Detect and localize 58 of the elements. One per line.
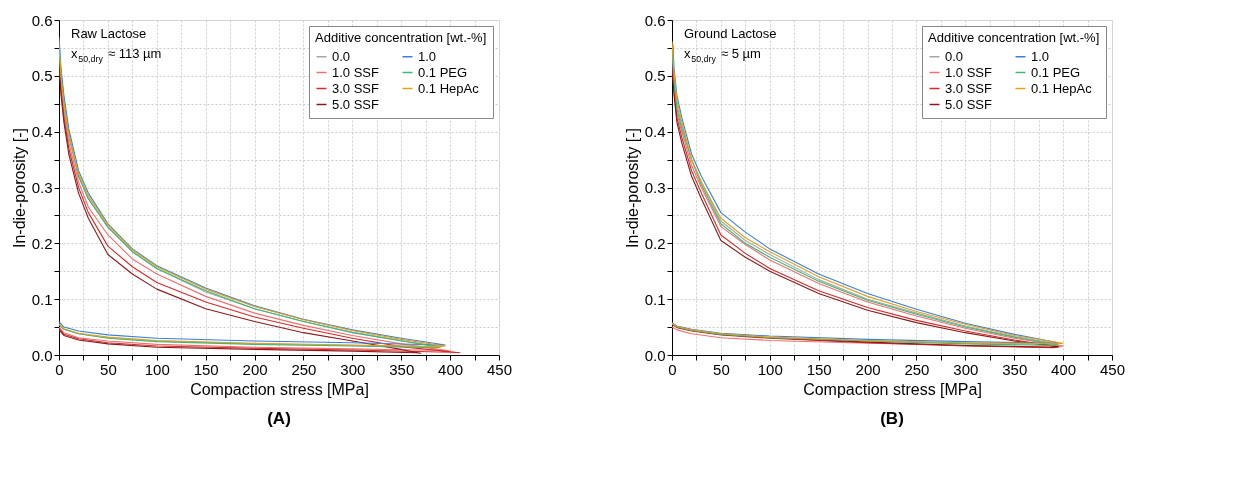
y-tick-label: 0.1 — [644, 290, 666, 308]
legend-label: 0.1 PEG — [418, 64, 468, 80]
y-axis-title: In-die-porosity [-] — [10, 127, 28, 249]
x-tick-label: 300 — [953, 360, 979, 378]
legend-title: Additive concentration [wt.-%] — [315, 30, 487, 45]
x-tick-label: 100 — [144, 360, 170, 378]
legend-label: 0.1 PEG — [1031, 64, 1081, 80]
x-tick-label: 350 — [1002, 360, 1028, 378]
x-tick-label: 50 — [713, 360, 730, 378]
x-tick-label: 150 — [806, 360, 832, 378]
x-tick-label: 150 — [193, 360, 219, 378]
x-tick-label: 200 — [242, 360, 268, 378]
legend-label: 5.0 SSF — [332, 96, 380, 112]
y-tick-label: 0.0 — [31, 346, 53, 364]
y-tick-label: 0.1 — [31, 290, 53, 308]
x-tick-label: 300 — [340, 360, 366, 378]
y-tick-label: 0.4 — [31, 123, 53, 141]
x-tick-label: 0 — [668, 360, 677, 378]
y-tick-label: 0.5 — [31, 67, 53, 85]
x-tick-label: 450 — [1099, 360, 1126, 378]
y-tick-label: 0.2 — [31, 234, 53, 252]
x-axis-title: Compaction stress [MPa] — [190, 380, 369, 398]
y-tick-label: 0.2 — [644, 234, 666, 252]
x-axis-title: Compaction stress [MPa] — [803, 380, 982, 398]
x-tick-label: 100 — [757, 360, 783, 378]
x-tick-label: 400 — [438, 360, 464, 378]
y-axis-title: In-die-porosity [-] — [623, 127, 641, 249]
legend-label: 0.1 HepAc — [418, 80, 480, 96]
x-tick-label: 400 — [1051, 360, 1077, 378]
legend-label: 1.0 — [1031, 48, 1050, 64]
x-tick-label: 200 — [855, 360, 881, 378]
legend-label: 1.0 SSF — [332, 64, 380, 80]
y-tick-label: 0.6 — [644, 11, 666, 29]
x-tick-label: 450 — [486, 360, 513, 378]
x-tick-label: 250 — [904, 360, 930, 378]
x-tick-label: 0 — [55, 360, 64, 378]
legend-label: 1.0 SSF — [945, 64, 993, 80]
legend-label: 3.0 SSF — [945, 80, 993, 96]
y-tick-label: 0.3 — [31, 179, 53, 196]
legend-label: 0.0 — [945, 48, 964, 64]
annotation: Raw Lactose — [71, 26, 147, 41]
legend-label: 1.0 — [418, 48, 437, 64]
x-tick-label: 250 — [291, 360, 317, 378]
y-tick-label: 0.4 — [644, 123, 666, 141]
legend-label: 0.0 — [332, 48, 351, 64]
legend-label: 0.1 HepAc — [1031, 80, 1093, 96]
annotation: Ground Lactose — [684, 26, 777, 41]
y-tick-label: 0.0 — [644, 346, 666, 364]
y-tick-label: 0.3 — [644, 179, 666, 196]
legend-label: 3.0 SSF — [332, 80, 380, 96]
y-tick-label: 0.6 — [31, 11, 53, 29]
text: (A) — [267, 409, 291, 428]
x-tick-label: 350 — [389, 360, 415, 378]
legend-title: Additive concentration [wt.-%] — [928, 30, 1100, 45]
y-tick-label: 0.5 — [644, 67, 666, 85]
text: (B) — [880, 409, 904, 428]
legend-label: 5.0 SSF — [945, 96, 993, 112]
x-tick-label: 50 — [100, 360, 117, 378]
